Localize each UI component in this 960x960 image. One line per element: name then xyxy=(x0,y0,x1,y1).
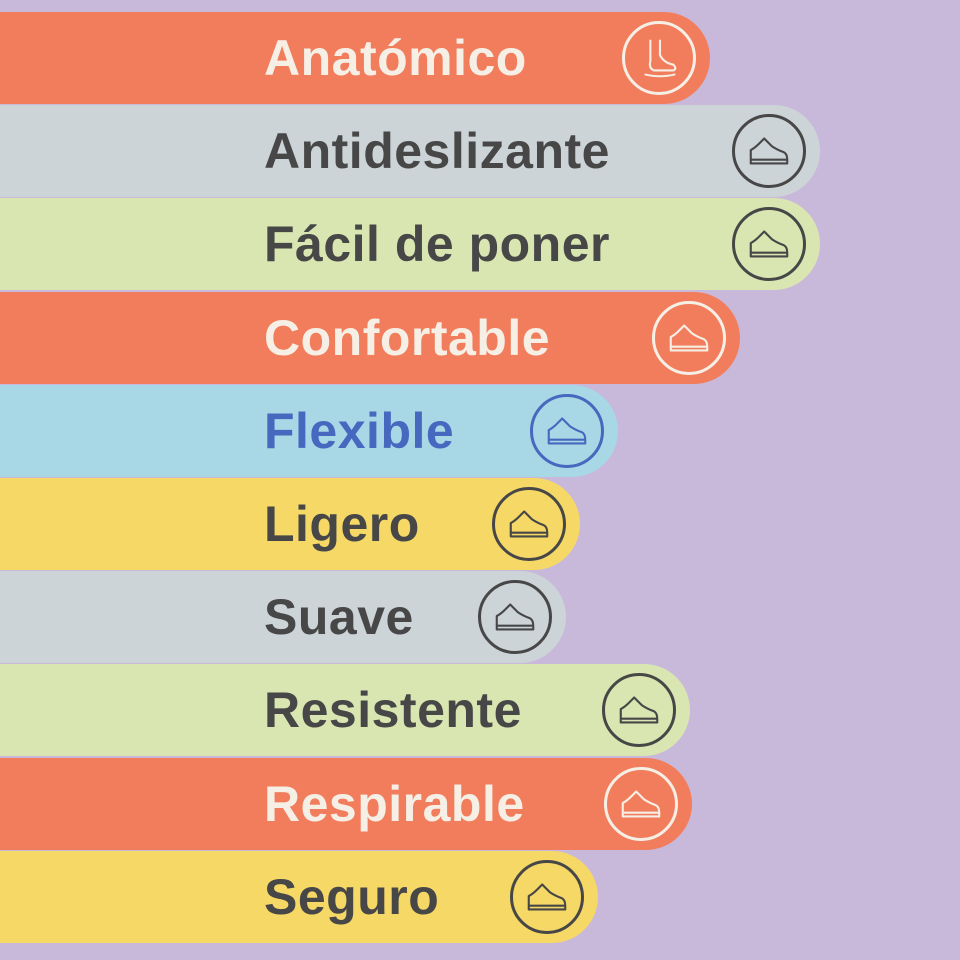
shoe-light-icon xyxy=(492,487,566,561)
feature-label: Suave xyxy=(264,589,414,646)
feature-bar: Antideslizante xyxy=(0,105,820,198)
feature-label: Confortable xyxy=(264,309,551,366)
feature-label: Antideslizante xyxy=(264,123,610,180)
shoe-shield-icon xyxy=(602,673,676,748)
shoe-soft-icon xyxy=(478,580,552,655)
feature-label: Seguro xyxy=(264,868,440,925)
feature-bar: Respirable xyxy=(0,757,692,850)
feature-label: Respirable xyxy=(264,775,525,832)
feature-bar: Fácil de poner xyxy=(0,198,820,291)
feature-label: Flexible xyxy=(264,402,455,459)
feature-label: Fácil de poner xyxy=(264,216,610,273)
shoe-slip-on-icon xyxy=(732,207,806,282)
feature-bar: Confortable xyxy=(0,291,740,384)
feature-bar: Ligero xyxy=(0,478,580,570)
shoe-flex-icon xyxy=(530,393,604,468)
feature-bar: Anatómico xyxy=(0,12,710,104)
foot-icon xyxy=(622,21,696,95)
feature-label: Anatómico xyxy=(264,30,527,86)
feature-bar: Suave xyxy=(0,571,566,664)
feature-label: Ligero xyxy=(264,496,420,552)
feature-bar: Resistente xyxy=(0,664,690,757)
shoe-breathable-icon xyxy=(604,766,678,841)
shoe-cloud-icon xyxy=(652,300,726,375)
feature-bar: Flexible xyxy=(0,384,618,477)
feature-label: Resistente xyxy=(264,682,522,739)
shoe-slip-icon xyxy=(732,114,806,189)
shoe-safe-icon xyxy=(510,859,584,934)
feature-bar: Seguro xyxy=(0,850,598,943)
